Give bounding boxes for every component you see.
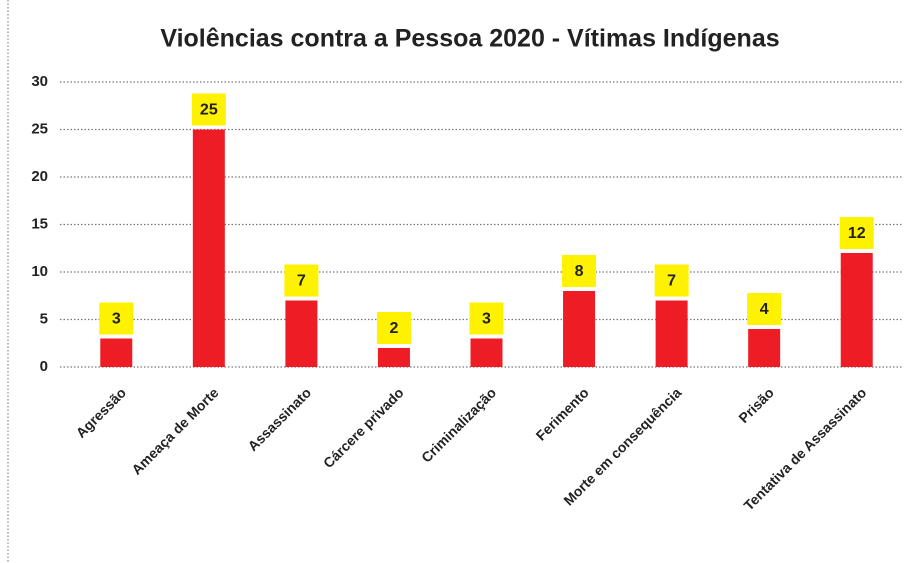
data-label-box xyxy=(654,264,689,297)
data-label-box xyxy=(747,293,782,325)
bar xyxy=(655,300,688,367)
data-label-box xyxy=(839,217,874,249)
x-tick-label: Agressão xyxy=(73,384,129,440)
y-tick-label: 20 xyxy=(31,168,48,185)
bar xyxy=(192,129,225,367)
data-label: 7 xyxy=(297,273,306,290)
x-tick-label: Ferimento xyxy=(533,384,592,443)
y-tick-label: 25 xyxy=(31,120,48,137)
data-label: 25 xyxy=(200,102,218,119)
y-tick-label: 0 xyxy=(40,358,48,375)
data-label: 3 xyxy=(112,311,121,328)
y-tick-label: 10 xyxy=(31,263,48,280)
x-tick-label: Prisão xyxy=(735,384,777,426)
data-label-box xyxy=(376,312,411,344)
bar xyxy=(840,253,873,367)
data-label: 3 xyxy=(482,311,491,328)
data-label-box xyxy=(284,264,319,297)
data-label: 4 xyxy=(760,301,769,318)
bar xyxy=(285,300,318,367)
bar xyxy=(377,348,410,367)
data-label: 12 xyxy=(848,225,866,242)
y-tick-label: 5 xyxy=(40,310,48,327)
data-label-box xyxy=(562,255,597,287)
data-label-box xyxy=(469,302,504,335)
data-label: 8 xyxy=(575,263,584,280)
chart-title: Violências contra a Pessoa 2020 - Vítima… xyxy=(160,25,779,53)
bar xyxy=(748,329,781,367)
x-tick-label: Ameaça de Morte xyxy=(128,384,221,477)
data-label: 2 xyxy=(389,320,398,337)
x-tick-label: Criminalização xyxy=(418,384,499,465)
y-tick-label: 30 xyxy=(31,73,48,90)
data-label: 7 xyxy=(667,273,676,290)
data-label-box xyxy=(99,302,134,335)
bar xyxy=(470,338,503,367)
data-label-box xyxy=(191,93,226,126)
bar xyxy=(100,338,133,367)
x-tick-label: Assassinato xyxy=(244,384,314,454)
y-tick-label: 15 xyxy=(31,215,48,232)
x-tick-label: Cárcere privado xyxy=(320,384,407,471)
bar xyxy=(563,291,596,367)
